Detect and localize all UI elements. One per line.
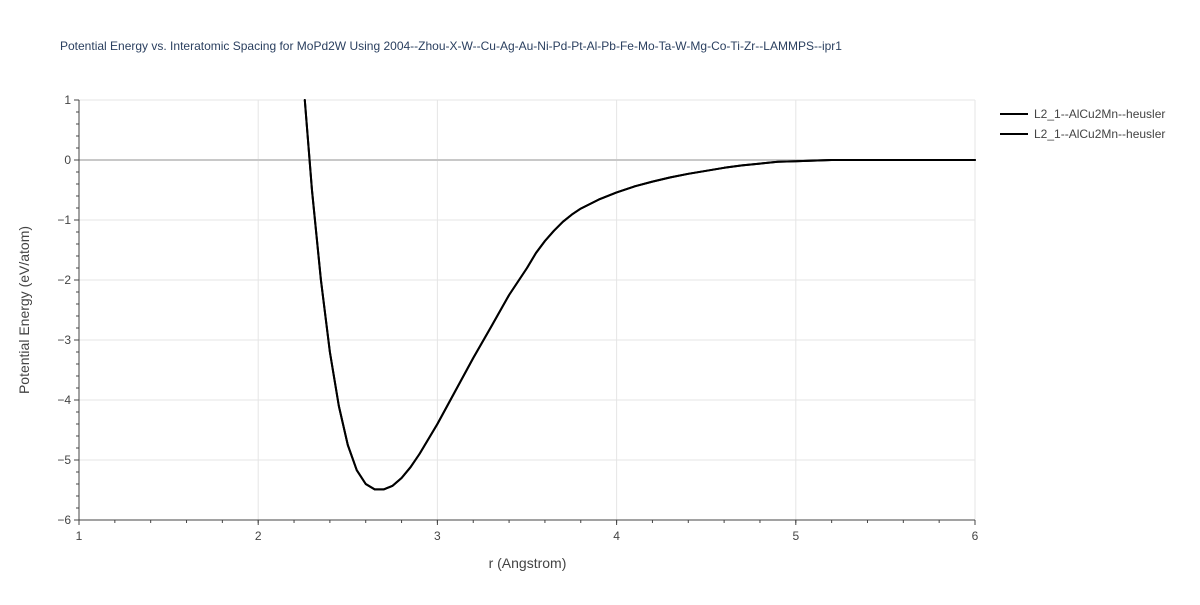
y-tick-label: −6 [57, 513, 71, 527]
x-axis-label: r (Angstrom) [489, 555, 567, 571]
x-tick-label: 1 [76, 529, 83, 543]
x-tick-label: 6 [972, 529, 979, 543]
y-tick-label: −1 [57, 213, 71, 227]
series-layer [303, 99, 976, 491]
x-tick-label: 2 [255, 529, 262, 543]
x-tick-label: 3 [434, 529, 441, 543]
axis-layer: 1 2 3 4 5 6 1 0 −1 −2 −3 −4 −5 −6 [57, 93, 978, 543]
y-tick-label: −4 [57, 393, 71, 407]
legend-label-1: L2_1--AlCu2Mn--heusler [1034, 107, 1165, 121]
legend: L2_1--AlCu2Mn--heusler L2_1--AlCu2Mn--heu… [1000, 107, 1165, 141]
y-tick-label: −3 [57, 333, 71, 347]
chart-title: Potential Energy vs. Interatomic Spacing… [60, 39, 842, 53]
y-axis-label: Potential Energy (eV/atom) [16, 226, 32, 394]
legend-label-2: L2_1--AlCu2Mn--heusler [1034, 127, 1165, 141]
y-tick-label: 1 [64, 93, 71, 107]
y-tick-label: −2 [57, 273, 71, 287]
x-tick-label: 4 [613, 529, 620, 543]
x-tick-label: 5 [792, 529, 799, 543]
y-tick-label: −5 [57, 453, 71, 467]
series-line-2 [303, 99, 976, 491]
y-tick-label: 0 [64, 153, 71, 167]
grid-layer [79, 99, 976, 520]
